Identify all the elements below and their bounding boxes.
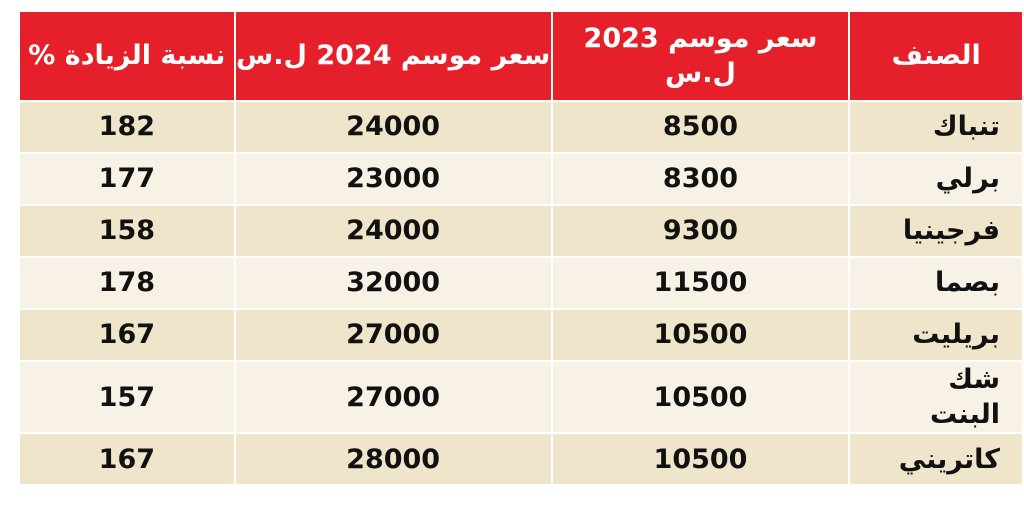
header-cell: سعر موسم 2023 ل.س <box>552 12 849 100</box>
value-cell: 24000 <box>235 206 551 256</box>
value-cell: 27000 <box>235 310 551 360</box>
value-cell: 23000 <box>235 154 551 204</box>
value-cell: 10500 <box>552 310 849 360</box>
value-cell: 27000 <box>235 362 551 433</box>
category-cell: فرجينيا <box>850 206 1022 256</box>
header-cell: نسبة الزيادة % <box>20 12 234 100</box>
table-body: تنباك 8500 24000 182 برلي 8300 23000 177 فرجينيا… <box>20 102 1022 485</box>
value-cell: 182 <box>20 102 234 152</box>
category-cell: بريليت <box>850 310 1022 360</box>
table-row: بريليت 10500 27000 167 <box>20 310 1022 360</box>
category-cell: كاتريني <box>850 434 1022 485</box>
value-cell: 167 <box>20 434 234 485</box>
value-cell: 158 <box>20 206 234 256</box>
table-head: الصنف سعر موسم 2023 ل.س سعر موسم 2024 ل.س ن… <box>20 12 1022 100</box>
category-cell: شك البنت <box>850 362 1022 433</box>
table-row: تنباك 8500 24000 182 <box>20 102 1022 152</box>
header-cell: الصنف <box>850 12 1022 100</box>
value-cell: 157 <box>20 362 234 433</box>
value-cell: 178 <box>20 258 234 308</box>
table-row: فرجينيا 9300 24000 158 <box>20 206 1022 256</box>
value-cell: 167 <box>20 310 234 360</box>
value-cell: 8300 <box>552 154 849 204</box>
value-cell: 32000 <box>235 258 551 308</box>
value-cell: 11500 <box>552 258 849 308</box>
value-cell: 28000 <box>235 434 551 485</box>
category-cell: بصما <box>850 258 1022 308</box>
value-cell: 8500 <box>552 102 849 152</box>
price-table: الصنف سعر موسم 2023 ل.س سعر موسم 2024 ل.س ن… <box>18 10 1024 486</box>
header-row: الصنف سعر موسم 2023 ل.س سعر موسم 2024 ل.س ن… <box>20 12 1022 100</box>
category-cell: برلي <box>850 154 1022 204</box>
value-cell: 10500 <box>552 362 849 433</box>
table-row: كاتريني 10500 28000 167 <box>20 434 1022 485</box>
table-row: برلي 8300 23000 177 <box>20 154 1022 204</box>
value-cell: 24000 <box>235 102 551 152</box>
category-cell: تنباك <box>850 102 1022 152</box>
header-cell: سعر موسم 2024 ل.س <box>235 12 551 100</box>
value-cell: 10500 <box>552 434 849 485</box>
value-cell: 9300 <box>552 206 849 256</box>
table-row: بصما 11500 32000 178 <box>20 258 1022 308</box>
table-wrapper: الصنف سعر موسم 2023 ل.س سعر موسم 2024 ل.س ن… <box>18 10 1024 486</box>
table-row: شك البنت 10500 27000 157 <box>20 362 1022 433</box>
value-cell: 177 <box>20 154 234 204</box>
